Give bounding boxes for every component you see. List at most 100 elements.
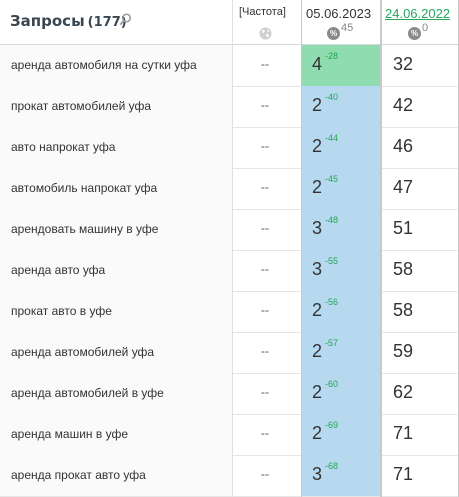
position-previous: 42 xyxy=(393,95,414,115)
position-change: -69 xyxy=(325,420,339,430)
query-text[interactable]: аренда прокат авто уфа xyxy=(11,468,146,482)
position-current: 3 xyxy=(312,218,323,238)
position-current-cell[interactable]: 3 -55 xyxy=(302,250,380,291)
position-previous: 32 xyxy=(393,54,414,74)
table-row: арендовать машину в уфе -- 3 -48 51 xyxy=(0,209,459,251)
position-current-cell[interactable]: 2 -56 xyxy=(302,291,380,332)
query-text[interactable]: аренда машин в уфе xyxy=(11,427,128,441)
column-divider xyxy=(380,0,382,497)
position-current-cell[interactable]: 2 -40 xyxy=(302,86,380,127)
position-previous-cell[interactable]: 58 xyxy=(382,291,459,332)
position-current-cell[interactable]: 2 -45 xyxy=(302,168,380,209)
position-change: -48 xyxy=(325,215,339,225)
position-current-cell[interactable]: 2 -57 xyxy=(302,332,380,373)
frequency-label: [Частота] xyxy=(239,6,286,18)
frequency-value: -- xyxy=(261,303,269,317)
percent-icon: % xyxy=(408,27,421,40)
query-cell[interactable]: аренда автомобиля на сутки уфа xyxy=(0,45,233,86)
query-cell[interactable]: аренда автомобилей уфа xyxy=(0,332,233,373)
frequency-value: -- xyxy=(261,139,269,153)
frequency-cell: -- xyxy=(232,455,302,496)
position-previous: 58 xyxy=(393,300,414,320)
position-current: 2 xyxy=(312,177,323,197)
percent-icon: % xyxy=(327,27,340,40)
frequency-cell: -- xyxy=(232,414,302,455)
query-text[interactable]: аренда автомобилей уфа xyxy=(11,345,155,359)
position-previous-cell[interactable]: 47 xyxy=(382,168,459,209)
position-change: -57 xyxy=(325,338,339,348)
header-queries[interactable]: Запросы (177) xyxy=(0,0,233,44)
position-previous-cell[interactable]: 46 xyxy=(382,127,459,168)
header-date-current[interactable]: 05.06.2023 % 45 xyxy=(302,0,380,44)
position-previous-cell[interactable]: 71 xyxy=(382,455,459,496)
position-current: 2 xyxy=(312,423,323,443)
table-row: аренда авто уфа -- 3 -55 58 xyxy=(0,250,459,292)
position-previous-cell[interactable]: 62 xyxy=(382,373,459,414)
position-previous: 46 xyxy=(393,136,414,156)
frequency-cell: -- xyxy=(232,291,302,332)
globe-icon[interactable] xyxy=(259,27,272,45)
position-current: 2 xyxy=(312,136,323,156)
query-cell[interactable]: аренда прокат авто уфа xyxy=(0,455,233,496)
position-previous-cell[interactable]: 71 xyxy=(382,414,459,455)
date-previous-visibility: 0 xyxy=(422,22,429,34)
frequency-value: -- xyxy=(261,180,269,194)
frequency-value: -- xyxy=(261,57,269,71)
position-current: 2 xyxy=(312,382,323,402)
query-cell[interactable]: прокат автомобилей уфа xyxy=(0,86,233,127)
table-row: аренда автомобиля на сутки уфа -- 4 -28 32 xyxy=(0,45,459,87)
query-cell[interactable]: аренда автомобилей в уфе xyxy=(0,373,233,414)
table-row: автомобиль напрокат уфа -- 2 -45 47 xyxy=(0,168,459,210)
query-cell[interactable]: прокат авто в уфе xyxy=(0,291,233,332)
query-text[interactable]: арендовать машину в уфе xyxy=(11,222,159,236)
position-previous: 71 xyxy=(393,464,414,484)
query-text[interactable]: аренда авто уфа xyxy=(11,263,106,277)
position-current-cell[interactable]: 3 -68 xyxy=(302,455,380,496)
query-text[interactable]: аренда автомобиля на сутки уфа xyxy=(11,58,197,72)
query-cell[interactable]: аренда авто уфа xyxy=(0,250,233,291)
query-cell[interactable]: арендовать машину в уфе xyxy=(0,209,233,250)
query-text[interactable]: прокат автомобилей уфа xyxy=(11,99,152,113)
frequency-value: -- xyxy=(261,221,269,235)
search-icon[interactable] xyxy=(119,13,132,31)
query-cell[interactable]: аренда машин в уфе xyxy=(0,414,233,455)
position-previous-cell[interactable]: 59 xyxy=(382,332,459,373)
position-change: -40 xyxy=(325,92,339,102)
query-text[interactable]: автомобиль напрокат уфа xyxy=(11,181,158,195)
position-current-cell[interactable]: 4 -28 xyxy=(302,45,380,86)
position-change: -28 xyxy=(325,51,339,61)
date-current: 05.06.2023 xyxy=(306,6,372,21)
position-previous: 51 xyxy=(393,218,414,238)
frequency-value: -- xyxy=(261,98,269,112)
position-current: 2 xyxy=(312,95,323,115)
position-previous: 62 xyxy=(393,382,414,402)
query-text[interactable]: аренда автомобилей в уфе xyxy=(11,386,164,400)
position-current-cell[interactable]: 2 -60 xyxy=(302,373,380,414)
position-previous-cell[interactable]: 32 xyxy=(382,45,459,86)
table-header: Запросы (177) [Частота] 05.06.2023 % 45 2… xyxy=(0,0,459,45)
position-current: 2 xyxy=(312,300,323,320)
query-text[interactable]: прокат авто в уфе xyxy=(11,304,112,318)
table-row: аренда автомобилей уфа -- 2 -57 59 xyxy=(0,332,459,374)
query-text[interactable]: авто напрокат уфа xyxy=(11,140,116,154)
position-current-cell[interactable]: 2 -44 xyxy=(302,127,380,168)
column-divider xyxy=(301,0,302,497)
position-previous-cell[interactable]: 42 xyxy=(382,86,459,127)
queries-title: Запросы (177) xyxy=(10,12,127,30)
position-current-cell[interactable]: 2 -69 xyxy=(302,414,380,455)
header-date-previous[interactable]: 24.06.2022 % 0 xyxy=(382,0,459,44)
frequency-cell: -- xyxy=(232,373,302,414)
header-frequency[interactable]: [Частота] xyxy=(232,0,302,44)
date-previous-link[interactable]: 24.06.2022 xyxy=(385,6,451,21)
query-cell[interactable]: авто напрокат уфа xyxy=(0,127,233,168)
position-change: -55 xyxy=(325,256,339,266)
position-current-cell[interactable]: 3 -48 xyxy=(302,209,380,250)
position-previous: 47 xyxy=(393,177,414,197)
position-previous-cell[interactable]: 58 xyxy=(382,250,459,291)
position-previous: 71 xyxy=(393,423,414,443)
position-previous-cell[interactable]: 51 xyxy=(382,209,459,250)
frequency-value: -- xyxy=(261,426,269,440)
position-previous: 58 xyxy=(393,259,414,279)
query-cell[interactable]: автомобиль напрокат уфа xyxy=(0,168,233,209)
position-current: 4 xyxy=(312,54,323,74)
